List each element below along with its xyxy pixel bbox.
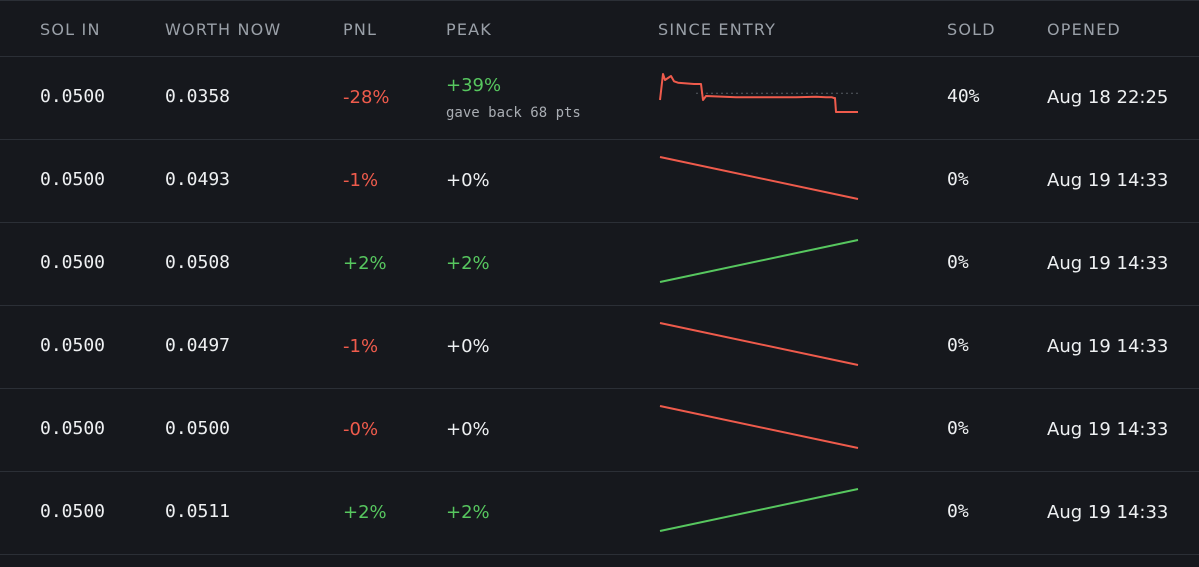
worth-now-value: 0.0511: [165, 501, 231, 522]
since-entry-sparkline: [659, 488, 859, 532]
sold-value: 0%: [947, 252, 969, 273]
column-header-worth-now[interactable]: WORTH NOW: [165, 20, 282, 39]
sparkline-path: [659, 488, 859, 532]
sparkline-path: [659, 156, 859, 200]
sol-in-value: 0.0500: [40, 169, 106, 190]
sparkline-path: [659, 322, 859, 366]
pnl-value: +2%: [343, 253, 387, 274]
table-row[interactable]: 0.0500 0.0511 +2% +2% 0% Aug 19 14:33: [0, 472, 1199, 555]
since-entry-sparkline: [659, 73, 858, 113]
table-row[interactable]: 0.0500 0.0500 -0% +0% 0% Aug 19 14:33: [0, 389, 1199, 472]
pnl-value: -1%: [343, 170, 379, 191]
worth-now-value: 0.0493: [165, 169, 231, 190]
peak-value: +0%: [446, 336, 490, 357]
since-entry-sparkline: [659, 239, 859, 283]
column-header-pnl[interactable]: PNL: [343, 20, 378, 39]
pnl-value: +2%: [343, 502, 387, 523]
since-entry-sparkline: [659, 322, 859, 366]
table-row[interactable]: 0.0500 0.0497 -1% +0% 0% Aug 19 14:33: [0, 306, 1199, 389]
table-header: SOL IN WORTH NOW PNL PEAK SINCE ENTRY SO…: [0, 0, 1199, 57]
sold-value: 0%: [947, 335, 969, 356]
opened-value: Aug 19 14:33: [1047, 419, 1169, 440]
worth-now-value: 0.0497: [165, 335, 231, 356]
sold-value: 0%: [947, 418, 969, 439]
sol-in-value: 0.0500: [40, 418, 106, 439]
opened-value: Aug 19 14:33: [1047, 253, 1169, 274]
table-row[interactable]: 0.0500 0.0508 +2% +2% 0% Aug 19 14:33: [0, 223, 1199, 306]
peak-value: +0%: [446, 419, 490, 440]
opened-value: Aug 18 22:25: [1047, 87, 1169, 108]
column-header-sol-in[interactable]: SOL IN: [40, 20, 101, 39]
pnl-value: -28%: [343, 87, 390, 108]
peak-value: +2%: [446, 253, 490, 274]
sparkline-path: [659, 239, 859, 283]
worth-now-value: 0.0500: [165, 418, 231, 439]
since-entry-sparkline: [659, 405, 859, 449]
worth-now-value: 0.0508: [165, 252, 231, 273]
pnl-value: -0%: [343, 419, 379, 440]
sol-in-value: 0.0500: [40, 252, 106, 273]
column-header-since-entry[interactable]: SINCE ENTRY: [658, 20, 777, 39]
peak-value: +39%: [446, 75, 502, 96]
column-header-peak[interactable]: PEAK: [446, 20, 492, 39]
opened-value: Aug 19 14:33: [1047, 170, 1169, 191]
pnl-value: -1%: [343, 336, 379, 357]
sold-value: 0%: [947, 169, 969, 190]
sol-in-value: 0.0500: [40, 86, 106, 107]
table-row[interactable]: 0.0500 0.0493 -1% +0% 0% Aug 19 14:33: [0, 140, 1199, 223]
sol-in-value: 0.0500: [40, 335, 106, 356]
peak-value: +2%: [446, 502, 490, 523]
column-header-opened[interactable]: OPENED: [1047, 20, 1121, 39]
sold-value: 0%: [947, 501, 969, 522]
sparkline-path: [659, 73, 858, 113]
opened-value: Aug 19 14:33: [1047, 502, 1169, 523]
since-entry-sparkline: [659, 156, 859, 200]
column-header-sold[interactable]: SOLD: [947, 20, 996, 39]
peak-value: +0%: [446, 170, 490, 191]
sol-in-value: 0.0500: [40, 501, 106, 522]
opened-value: Aug 19 14:33: [1047, 336, 1169, 357]
sold-value: 40%: [947, 86, 980, 107]
table-row[interactable]: 0.0500 0.0358 -28% +39% gave back 68 pts 40% A…: [0, 57, 1199, 140]
sparkline-path: [659, 405, 859, 449]
peak-note: gave back 68 pts: [446, 105, 581, 121]
worth-now-value: 0.0358: [165, 86, 231, 107]
